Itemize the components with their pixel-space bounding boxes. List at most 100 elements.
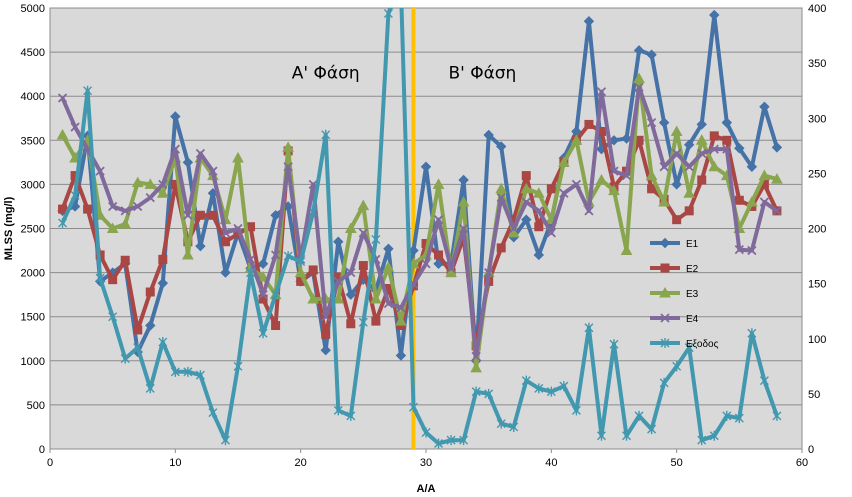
data-point <box>709 9 720 21</box>
data-point <box>722 410 732 421</box>
data-point <box>683 139 695 150</box>
data-point <box>434 250 444 260</box>
legend-label: Ε3 <box>686 289 699 300</box>
data-point <box>108 311 118 322</box>
series-layer <box>56 8 783 449</box>
data-point <box>220 435 230 446</box>
data-point <box>584 322 594 333</box>
data-point <box>496 418 506 429</box>
data-point <box>283 162 293 172</box>
data-point <box>296 256 306 267</box>
data-point <box>633 45 645 56</box>
data-point <box>521 197 531 207</box>
data-point <box>208 210 218 220</box>
data-point <box>432 178 445 189</box>
data-point <box>145 320 156 331</box>
data-point <box>496 243 506 253</box>
data-point <box>195 240 206 252</box>
data-point <box>571 405 581 416</box>
legend-label: Ε4 <box>686 314 699 325</box>
data-point <box>145 383 155 394</box>
data-point <box>208 166 218 176</box>
data-point <box>344 222 357 233</box>
data-point <box>496 192 506 203</box>
data-point <box>357 199 370 211</box>
data-point <box>546 184 556 194</box>
data-point <box>696 119 707 130</box>
data-point <box>346 410 356 421</box>
data-point <box>621 133 632 144</box>
y-tick-label: 5000 <box>21 3 45 15</box>
data-point <box>571 179 582 190</box>
data-point <box>709 430 719 441</box>
data-point <box>546 386 556 397</box>
data-point <box>145 287 155 297</box>
legend: Ε1 Ε2 Ε3 Ε4 Εξοδος <box>650 237 719 350</box>
data-point <box>672 148 682 159</box>
data-point <box>734 195 744 205</box>
data-point <box>157 277 169 289</box>
data-point <box>308 206 318 217</box>
data-point <box>333 405 343 416</box>
data-point <box>345 289 357 300</box>
data-point <box>533 249 545 261</box>
data-point <box>95 166 105 176</box>
legend-marker <box>659 237 671 249</box>
data-point <box>246 267 256 278</box>
data-point <box>584 119 594 129</box>
data-point <box>395 315 407 326</box>
data-point <box>647 184 657 194</box>
data-point <box>658 117 670 128</box>
data-point <box>759 101 770 112</box>
y-tick-label: 1500 <box>21 312 45 324</box>
x-tick-label: 40 <box>545 457 557 469</box>
data-point <box>220 228 231 238</box>
x-tick-label: 10 <box>169 457 181 469</box>
y-tick-label: 0 <box>39 444 45 456</box>
data-point <box>170 144 180 154</box>
data-point <box>258 290 268 300</box>
data-point <box>133 342 143 353</box>
data-point <box>182 157 194 168</box>
data-point <box>195 148 206 159</box>
x-tick-label: 50 <box>671 457 683 469</box>
data-point <box>621 170 632 181</box>
data-point <box>658 196 670 207</box>
data-point <box>57 93 68 103</box>
data-point <box>734 245 744 255</box>
data-point <box>233 361 243 372</box>
data-point <box>182 248 194 260</box>
y2-tick-label: 100 <box>808 334 826 346</box>
data-point <box>282 141 294 152</box>
data-point <box>645 169 658 181</box>
data-point <box>120 255 130 265</box>
data-point <box>646 118 657 128</box>
data-point <box>195 210 205 220</box>
data-point <box>245 254 256 265</box>
data-point <box>509 223 519 234</box>
series-4 <box>57 82 782 362</box>
legend-marker <box>660 313 670 323</box>
data-point <box>734 143 745 154</box>
data-point <box>746 196 758 207</box>
data-point <box>270 250 281 260</box>
data-point <box>232 151 244 163</box>
series-5 <box>58 8 782 449</box>
legend-label: Εξοδος <box>686 339 719 350</box>
data-point <box>583 16 595 27</box>
data-point <box>532 187 545 198</box>
data-point <box>446 263 456 273</box>
x-tick-label: 20 <box>295 457 307 469</box>
data-point <box>534 222 544 232</box>
data-point <box>646 49 657 60</box>
data-point <box>321 329 331 339</box>
data-point <box>358 261 368 271</box>
data-point <box>408 402 418 413</box>
data-point <box>708 160 721 172</box>
y2-tick-label: 150 <box>808 279 826 291</box>
y2-tick-label: 250 <box>808 168 826 180</box>
y2-tick-label: 50 <box>808 389 820 401</box>
data-point <box>659 162 669 172</box>
data-point <box>120 206 130 216</box>
